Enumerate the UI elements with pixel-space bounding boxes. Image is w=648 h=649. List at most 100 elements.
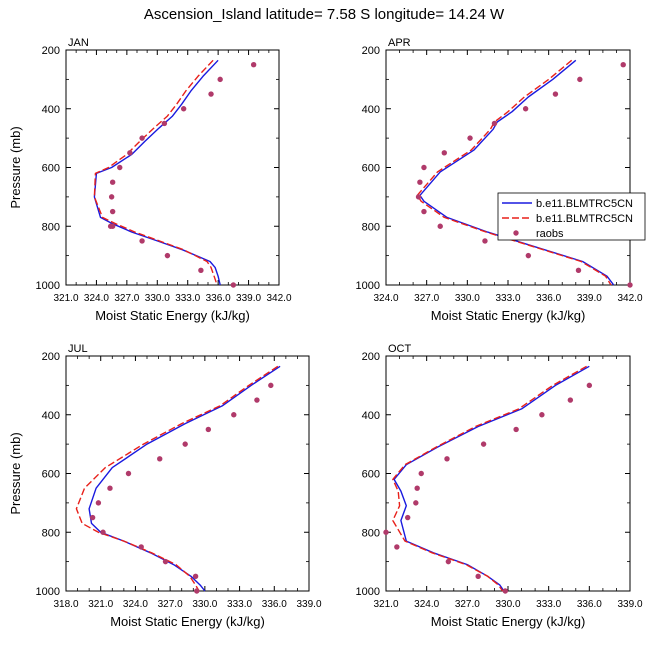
series-line-solid	[419, 59, 615, 286]
y-tick-label: 200	[362, 45, 380, 57]
x-tick-label: 333.0	[536, 599, 561, 610]
legend-label: b.e11.BLMTRC5CN	[536, 198, 633, 210]
x-tick-label: 321.0	[53, 293, 78, 304]
raobs-point	[157, 456, 163, 462]
y-tick-label: 400	[362, 104, 380, 116]
y-tick-label: 1000	[356, 586, 380, 598]
x-tick-label: 333.0	[495, 293, 520, 304]
raobs-point	[205, 426, 212, 433]
x-tick-label: 321.0	[88, 599, 113, 610]
raobs-point	[502, 588, 508, 594]
raobs-point	[437, 223, 443, 229]
raobs-point	[109, 208, 116, 215]
raobs-point	[480, 441, 487, 447]
series-line-dashed	[416, 59, 612, 286]
x-tick-label: 324.0	[373, 293, 398, 304]
raobs-point	[513, 426, 519, 433]
x-tick-label: 339.0	[617, 599, 642, 610]
series-line-solid	[393, 365, 590, 592]
y-tick-label: 200	[42, 351, 60, 363]
raobs-point	[415, 194, 422, 200]
y-tick-label: 800	[42, 221, 60, 233]
raobs-points	[89, 382, 274, 594]
raobs-point	[444, 456, 450, 462]
legend-box	[497, 192, 646, 241]
x-tick-label: 342.0	[266, 293, 291, 304]
raobs-point	[217, 76, 223, 83]
raobs-point	[577, 76, 583, 83]
raobs-point	[268, 382, 274, 389]
raobs-point	[491, 120, 498, 127]
y-axis-title: Pressure (mb)	[8, 126, 23, 208]
x-tick-label: 339.0	[577, 293, 602, 304]
series-line-dashed	[93, 59, 218, 286]
raobs-point	[394, 544, 400, 550]
x-tick-label: 330.0	[145, 293, 170, 304]
x-tick-label: 336.0	[206, 293, 231, 304]
panel-label: JUL	[68, 343, 88, 355]
raobs-point	[109, 223, 116, 229]
raobs-point	[139, 135, 145, 141]
raobs-point	[139, 238, 145, 244]
raobs-points	[383, 382, 593, 594]
raobs-point	[413, 500, 419, 506]
series-line-solid	[93, 59, 221, 286]
raobs-point	[198, 267, 204, 274]
y-tick-label: 200	[42, 45, 60, 57]
raobs-point	[208, 91, 214, 97]
legend-label: raobs	[536, 228, 564, 240]
panel-apr: APR 324.0 327.0 330.0 333.0 336.0 339.0 342.0 20…	[356, 37, 643, 323]
raobs-point	[164, 252, 171, 259]
x-tick-label: 336.0	[536, 293, 561, 304]
raobs-point	[89, 514, 96, 521]
raobs-points	[415, 61, 633, 288]
y-tick-label: 400	[362, 410, 380, 422]
raobs-point	[418, 470, 424, 477]
x-tick-label: 327.0	[114, 293, 139, 304]
x-tick-label: 324.0	[414, 599, 439, 610]
x-tick-label: 330.0	[495, 599, 520, 610]
x-tick-label: 342.0	[617, 293, 642, 304]
plot-frame	[65, 355, 310, 592]
y-tick-label: 600	[42, 469, 60, 481]
x-tick-label: 339.0	[296, 599, 321, 610]
panel-oct: OCT 321.0 324.0 327.0 330.0 333.0 336.0 339.0 20…	[356, 343, 643, 629]
x-tick-label: 318.0	[53, 599, 78, 610]
y-tick-label: 400	[42, 410, 60, 422]
raobs-point	[127, 150, 133, 156]
raobs-point	[586, 382, 593, 389]
y-tick-label: 1000	[356, 280, 380, 292]
x-tick-label: 327.0	[455, 599, 480, 610]
x-tick-label: 333.0	[175, 293, 200, 304]
figure-title: Ascension_Island latitude= 7.58 S longit…	[143, 6, 505, 23]
raobs-point	[627, 282, 633, 288]
legend-marker	[513, 230, 519, 236]
x-tick-label: 327.0	[414, 293, 439, 304]
y-tick-label: 800	[362, 221, 380, 233]
raobs-point	[445, 558, 452, 565]
legend-label: b.e11.BLMTRC5CN	[536, 213, 633, 225]
raobs-point	[475, 573, 481, 580]
raobs-point	[254, 397, 260, 403]
raobs-point	[525, 252, 532, 259]
raobs-point	[108, 194, 115, 200]
y-tick-label: 800	[362, 527, 380, 539]
raobs-point	[404, 514, 411, 521]
raobs-point	[95, 500, 102, 506]
raobs-point	[230, 282, 237, 288]
raobs-point	[161, 120, 168, 127]
raobs-point	[575, 267, 582, 274]
series-line-dashed	[75, 365, 279, 592]
y-tick-label: 1000	[36, 280, 60, 292]
x-tick-label: 336.0	[262, 599, 287, 610]
panel-jul: JUL 318.0 321.0 324.0 327.0 330.0 333.0 336.0 33…	[8, 343, 322, 629]
panel-label: OCT	[388, 343, 412, 355]
raobs-point	[383, 529, 389, 535]
raobs-point	[567, 397, 574, 403]
y-tick-label: 600	[362, 163, 380, 175]
raobs-point	[138, 544, 144, 550]
y-tick-label: 600	[42, 163, 60, 175]
series-line-dashed	[392, 365, 587, 592]
raobs-point	[192, 573, 199, 580]
raobs-point	[182, 441, 188, 447]
